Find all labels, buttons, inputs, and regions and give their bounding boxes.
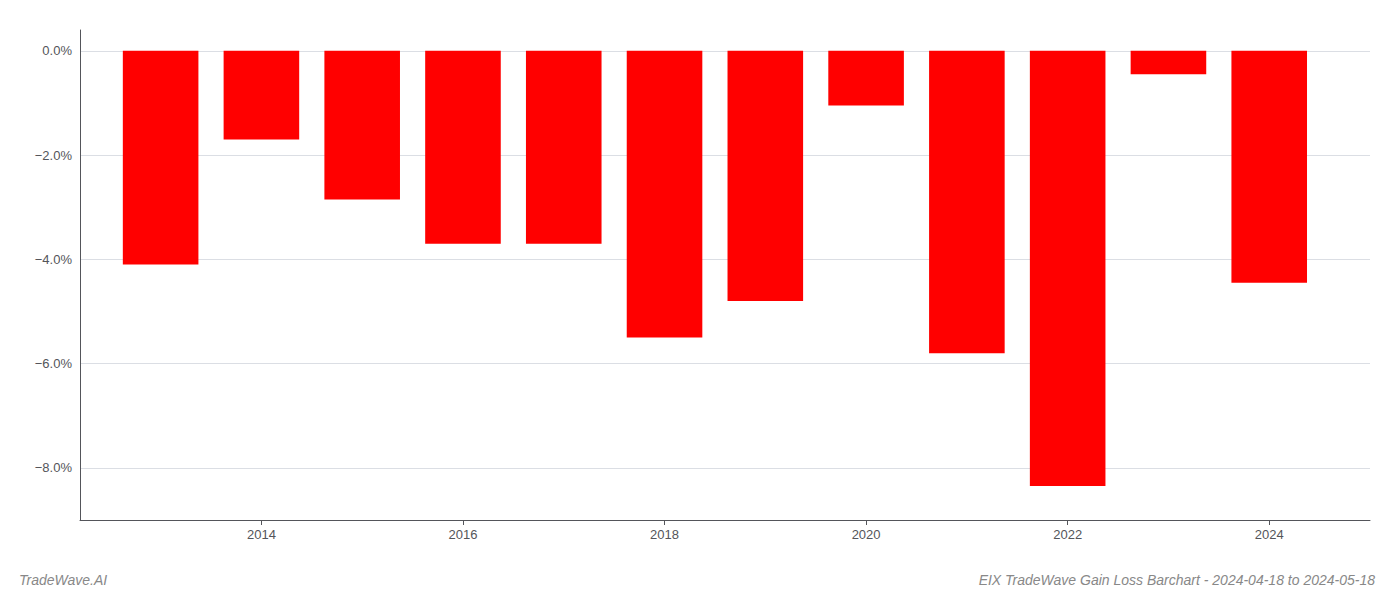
svg-text:−2.0%: −2.0% — [35, 148, 73, 163]
svg-text:2018: 2018 — [650, 527, 679, 542]
svg-text:2020: 2020 — [852, 527, 881, 542]
svg-text:2022: 2022 — [1053, 527, 1082, 542]
svg-text:−8.0%: −8.0% — [35, 460, 73, 475]
svg-text:−6.0%: −6.0% — [35, 356, 73, 371]
svg-text:0.0%: 0.0% — [42, 43, 72, 58]
svg-text:2024: 2024 — [1255, 527, 1284, 542]
svg-text:−4.0%: −4.0% — [35, 252, 73, 267]
svg-text:2014: 2014 — [247, 527, 276, 542]
svg-text:TradeWave.AI: TradeWave.AI — [19, 572, 107, 588]
svg-text:2016: 2016 — [449, 527, 478, 542]
svg-text:EIX TradeWave Gain Loss Barcha: EIX TradeWave Gain Loss Barchart - 2024-… — [979, 572, 1376, 588]
